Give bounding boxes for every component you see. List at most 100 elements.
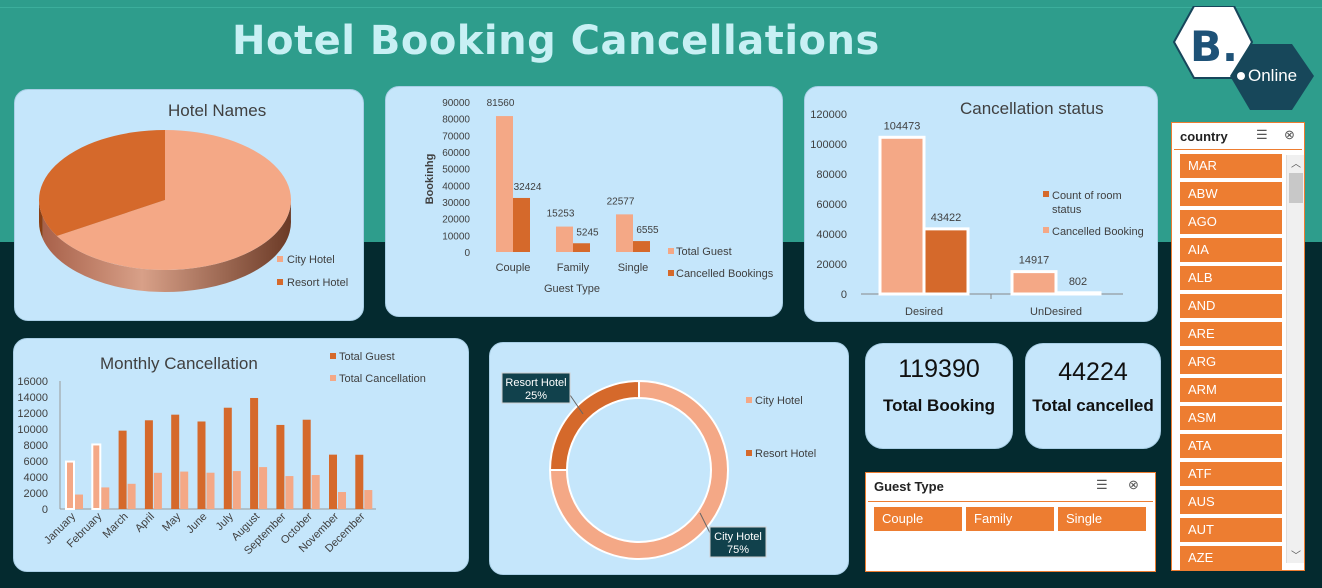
bar-june-total-guest (197, 421, 206, 509)
x-tick-label-family: Family (557, 262, 590, 274)
slicer-item-country[interactable]: ASM (1180, 406, 1282, 430)
bar-november-total-guest (329, 454, 337, 509)
country-scrollbar[interactable]: ︿ ﹀ (1286, 155, 1304, 563)
kpi-total-cancelled-value: 44224 (1058, 358, 1128, 386)
slicer-separator (868, 501, 1153, 502)
hotel-names-title: Hotel Names (168, 101, 267, 120)
slicer-item-single[interactable]: Single (1058, 507, 1146, 531)
guest-type-card: 0 10000 20000 30000 40000 50000 60000 70000 8000… (385, 86, 783, 317)
slicer-item-country[interactable]: ALB (1180, 266, 1282, 290)
callout-leader-city-hotel (699, 512, 711, 534)
kpi-total-cancelled-label: Total cancelled (1032, 396, 1154, 415)
callout-value-city-hotel: 75% (727, 544, 749, 556)
y-tick-label: 4000 (24, 472, 48, 484)
bar-desired-count-of-room-status (922, 227, 970, 296)
slicer-item-country[interactable]: AND (1180, 294, 1282, 318)
x-tick-label-july: July (214, 510, 237, 533)
y-tick-label: 100000 (810, 139, 847, 151)
legend-swatch-city-hotel (746, 397, 752, 403)
data-label-family-total-guest: 15253 (547, 209, 575, 220)
slicer-item-country[interactable]: ABW (1180, 182, 1282, 206)
y-tick-label: 10000 (17, 424, 48, 436)
callout-box-city-hotel (709, 526, 767, 558)
logo-text: Online (1248, 66, 1297, 85)
slicer-item-country[interactable]: MAR (1180, 154, 1282, 178)
bar-june-total-cancellation (206, 472, 215, 509)
y-tick-label: 40000 (816, 229, 847, 241)
monthly-cancellation-card: Monthly Cancellation 0 2000 4000 6000 8000 10… (13, 338, 469, 572)
hotel-names-card: Hotel Names City Hotel Resort Hotel (14, 89, 364, 321)
slicer-item-country[interactable]: AIA (1180, 238, 1282, 262)
slicer-item-country[interactable]: ATA (1180, 434, 1282, 458)
bar-january-total-guest (65, 460, 75, 510)
x-tick-label-desired: Desired (905, 306, 943, 318)
legend-swatch-total-guest (330, 353, 336, 359)
x-tick-label-march: March (101, 511, 131, 541)
scroll-thumb[interactable] (1289, 173, 1303, 203)
x-tick-label-single: Single (618, 262, 649, 274)
slicer-item-country[interactable]: ARE (1180, 322, 1282, 346)
y-tick-label: 0 (42, 504, 48, 516)
bar-july-total-guest (223, 407, 232, 509)
slicer-item-family[interactable]: Family (966, 507, 1054, 531)
slicer-item-country[interactable]: AUT (1180, 518, 1282, 542)
y-tick-label: 60000 (816, 199, 847, 211)
legend-swatch-cancelled-bookings (668, 270, 674, 276)
data-label-couple-cancelled-bookings: 32424 (514, 182, 542, 193)
slicer-item-country[interactable]: AUS (1180, 490, 1282, 514)
multi-select-icon[interactable]: ☰ (1256, 127, 1268, 142)
logo-dot-icon (1237, 72, 1245, 80)
kpi-total-booking-label: Total Booking (882, 396, 996, 415)
y-axis-label: Bookinhg (424, 154, 436, 205)
pie-slice-side-city-hotel (42, 197, 291, 293)
slicer-item-country[interactable]: ATF (1180, 462, 1282, 486)
slicer-item-country[interactable]: AZE (1180, 546, 1282, 570)
bar-october-total-cancellation (311, 475, 320, 509)
scroll-down-icon[interactable]: ﹀ (1291, 551, 1301, 562)
x-tick-label-june: June (184, 511, 209, 536)
y-tick-label: 0 (841, 289, 847, 301)
slicer-item-country[interactable]: ARG (1180, 350, 1282, 374)
data-label-couple-total-guest: 81560 (487, 98, 515, 109)
clear-filter-icon[interactable]: ⊗ (1128, 477, 1139, 492)
bar-september-total-cancellation (285, 476, 294, 509)
hotel-donut-card: Resort Hotel 25% City Hotel 75% City Hotel Re… (489, 342, 849, 575)
legend-label-cancelled-booking: Cancelled Booking (1052, 226, 1144, 238)
bar-august-total-guest (250, 397, 259, 509)
data-label-single-cancelled-bookings: 6555 (636, 225, 659, 236)
slicer-item-couple[interactable]: Couple (874, 507, 962, 531)
legend-swatch-total-cancellation (330, 375, 336, 381)
bar-couple-cancelled-bookings (513, 197, 530, 252)
bar-august-total-cancellation (259, 467, 268, 509)
x-tick-label-may: May (160, 510, 184, 534)
clear-filter-icon[interactable]: ⊗ (1284, 127, 1295, 142)
slicer-item-country[interactable]: AGO (1180, 210, 1282, 234)
logo-hex-dark (1230, 44, 1314, 110)
bar-march-total-cancellation (127, 483, 136, 509)
bar-february-total-guest (91, 443, 102, 510)
y-tick-label: 6000 (24, 456, 48, 468)
legend-label-resort-hotel: Resort Hotel (287, 277, 348, 289)
multi-select-icon[interactable]: ☰ (1096, 477, 1108, 492)
x-tick-label-april: April (133, 511, 157, 535)
bar-december-total-guest (355, 454, 364, 509)
y-tick-label: 80000 (816, 169, 847, 181)
bar-single-cancelled-bookings (633, 241, 650, 252)
bar-january-total-cancellation (75, 494, 83, 509)
y-tick-label: 20000 (442, 215, 470, 226)
legend-label-city-hotel: City Hotel (755, 395, 803, 407)
sheet-gridline (0, 0, 1322, 8)
guest-type-slicer: Guest Type ☰ ⊗ Couple Family Single (865, 472, 1156, 572)
bar-february-total-cancellation (101, 487, 110, 509)
bar-undesired-count-of-room-status (1054, 291, 1102, 296)
donut-slice-city-hotel (548, 379, 729, 560)
legend-swatch-count-of-room-status (1043, 191, 1049, 197)
bar-april-total-guest (144, 420, 153, 509)
scroll-up-icon[interactable]: ︿ (1291, 159, 1301, 170)
y-tick-label: 8000 (24, 440, 48, 452)
slicer-item-country[interactable]: ARM (1180, 378, 1282, 402)
bar-april-total-cancellation (153, 472, 162, 509)
legend-swatch-city-hotel (277, 256, 283, 262)
y-tick-label: 2000 (24, 488, 48, 500)
bar-march-total-guest (118, 430, 127, 509)
